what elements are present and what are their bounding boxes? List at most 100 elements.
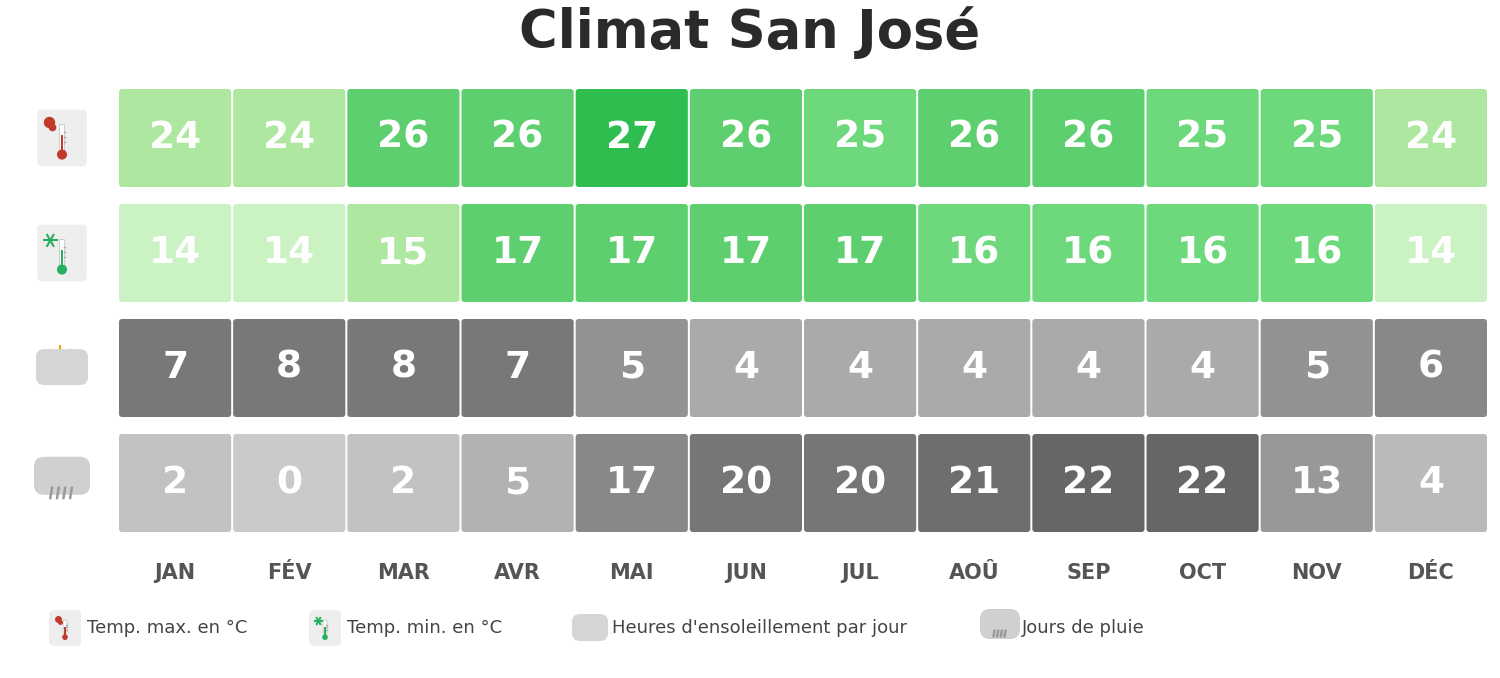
Text: 16: 16: [1290, 235, 1342, 271]
Text: 5: 5: [1304, 350, 1330, 386]
FancyBboxPatch shape: [576, 204, 688, 302]
FancyBboxPatch shape: [1260, 434, 1372, 532]
FancyBboxPatch shape: [690, 434, 802, 532]
Circle shape: [62, 635, 68, 640]
FancyBboxPatch shape: [572, 614, 608, 641]
FancyBboxPatch shape: [1260, 89, 1372, 187]
Text: JAN: JAN: [154, 563, 195, 583]
FancyBboxPatch shape: [1376, 89, 1486, 187]
FancyBboxPatch shape: [118, 434, 231, 532]
Text: 14: 14: [148, 235, 201, 271]
Text: 2: 2: [162, 465, 188, 501]
Text: 7: 7: [504, 350, 531, 386]
Text: 20: 20: [834, 465, 886, 501]
FancyBboxPatch shape: [462, 89, 573, 187]
FancyBboxPatch shape: [118, 89, 231, 187]
FancyBboxPatch shape: [38, 110, 87, 166]
FancyBboxPatch shape: [38, 224, 87, 281]
Text: 22: 22: [1176, 465, 1228, 501]
Text: FÉV: FÉV: [267, 563, 312, 583]
Text: 26: 26: [720, 120, 772, 156]
FancyBboxPatch shape: [918, 89, 1030, 187]
FancyBboxPatch shape: [690, 204, 802, 302]
Text: 4: 4: [1418, 465, 1444, 501]
Text: 8: 8: [276, 350, 303, 386]
FancyBboxPatch shape: [918, 204, 1030, 302]
FancyBboxPatch shape: [690, 319, 802, 417]
Text: AOÛ: AOÛ: [950, 563, 999, 583]
Text: 5: 5: [504, 465, 531, 501]
Text: 26: 26: [1062, 120, 1114, 156]
Text: JUL: JUL: [842, 563, 879, 583]
FancyBboxPatch shape: [1146, 319, 1258, 417]
FancyBboxPatch shape: [322, 620, 327, 636]
Text: 14: 14: [1406, 235, 1456, 271]
FancyBboxPatch shape: [1376, 434, 1486, 532]
Text: 27: 27: [606, 120, 658, 156]
FancyBboxPatch shape: [1032, 204, 1144, 302]
Text: 4: 4: [962, 350, 987, 386]
FancyBboxPatch shape: [918, 434, 1030, 532]
FancyBboxPatch shape: [918, 319, 1030, 417]
Text: DÉC: DÉC: [1407, 563, 1455, 583]
Circle shape: [51, 351, 69, 370]
FancyBboxPatch shape: [118, 204, 231, 302]
FancyBboxPatch shape: [232, 434, 345, 532]
FancyBboxPatch shape: [1032, 434, 1144, 532]
FancyBboxPatch shape: [232, 89, 345, 187]
FancyBboxPatch shape: [1146, 434, 1258, 532]
Text: MAR: MAR: [376, 563, 430, 583]
Bar: [62, 136, 63, 151]
Text: MAI: MAI: [609, 563, 654, 583]
FancyBboxPatch shape: [690, 89, 802, 187]
Text: 24: 24: [262, 120, 315, 156]
FancyBboxPatch shape: [232, 319, 345, 417]
FancyBboxPatch shape: [462, 204, 573, 302]
Text: 4: 4: [1190, 350, 1215, 386]
Text: 17: 17: [606, 235, 658, 271]
Text: 16: 16: [1062, 235, 1114, 271]
Text: 25: 25: [834, 120, 886, 156]
Text: Heures d'ensoleillement par jour: Heures d'ensoleillement par jour: [612, 619, 908, 637]
FancyBboxPatch shape: [60, 239, 64, 266]
Circle shape: [584, 618, 594, 629]
Text: 14: 14: [262, 235, 315, 271]
Text: 17: 17: [720, 235, 772, 271]
FancyBboxPatch shape: [1146, 204, 1258, 302]
Text: 2: 2: [390, 465, 417, 501]
Text: 24: 24: [1406, 120, 1456, 156]
FancyBboxPatch shape: [63, 620, 68, 636]
Text: 21: 21: [948, 465, 1000, 501]
Circle shape: [57, 150, 68, 159]
Text: 20: 20: [720, 465, 772, 501]
Text: SEP: SEP: [1066, 563, 1110, 583]
Text: Temp. min. en °C: Temp. min. en °C: [346, 619, 502, 637]
Text: 16: 16: [1176, 235, 1228, 271]
FancyBboxPatch shape: [348, 319, 459, 417]
FancyBboxPatch shape: [348, 204, 459, 302]
Text: 15: 15: [378, 235, 429, 271]
Text: 13: 13: [1290, 465, 1342, 501]
Text: OCT: OCT: [1179, 563, 1225, 583]
FancyBboxPatch shape: [1376, 319, 1486, 417]
Text: 26: 26: [378, 120, 429, 156]
FancyBboxPatch shape: [60, 124, 64, 152]
Text: 17: 17: [492, 235, 543, 271]
FancyBboxPatch shape: [1032, 319, 1144, 417]
FancyBboxPatch shape: [1260, 319, 1372, 417]
FancyBboxPatch shape: [804, 319, 916, 417]
FancyBboxPatch shape: [576, 434, 688, 532]
FancyBboxPatch shape: [804, 434, 916, 532]
Text: 24: 24: [148, 120, 201, 156]
Text: 4: 4: [734, 350, 759, 386]
FancyBboxPatch shape: [1032, 89, 1144, 187]
Text: AVR: AVR: [494, 563, 542, 583]
Text: 26: 26: [948, 120, 1000, 156]
FancyBboxPatch shape: [34, 457, 90, 495]
Bar: [62, 250, 63, 266]
Circle shape: [57, 264, 68, 275]
FancyBboxPatch shape: [232, 204, 345, 302]
Text: 6: 6: [1418, 350, 1444, 386]
FancyBboxPatch shape: [36, 349, 88, 385]
Text: 26: 26: [492, 120, 543, 156]
